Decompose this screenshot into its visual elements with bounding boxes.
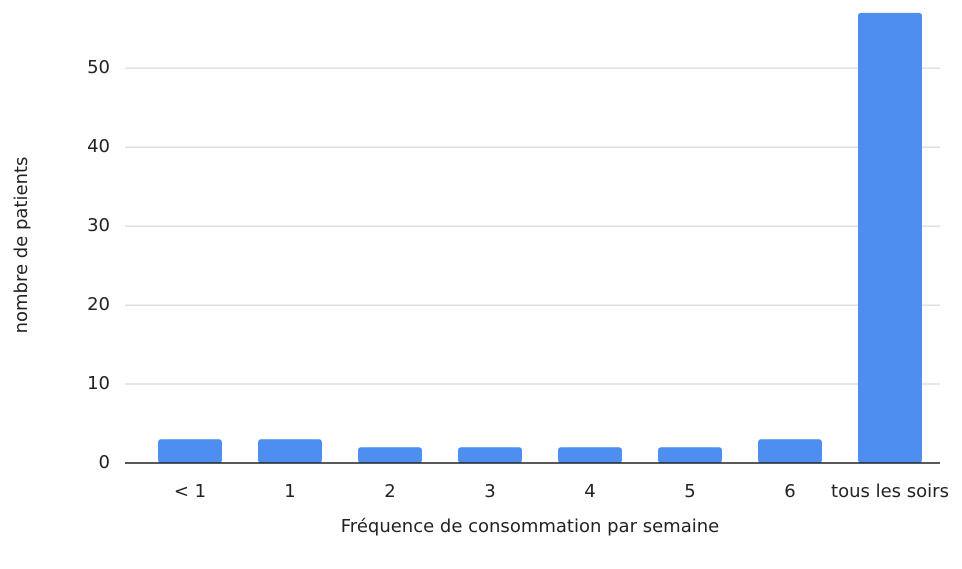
bar <box>758 439 822 463</box>
y-tick-label: 0 <box>99 452 110 473</box>
bar <box>558 447 622 463</box>
y-tick-label: 30 <box>87 215 110 236</box>
x-tick-label: 6 <box>784 481 795 502</box>
y-tick-label: 10 <box>87 373 110 394</box>
y-axis-label: nombre de patients <box>11 157 32 334</box>
x-tick-label: 5 <box>684 481 695 502</box>
bar <box>258 439 322 463</box>
x-tick-label: 3 <box>484 481 495 502</box>
x-tick-label: 4 <box>584 481 595 502</box>
y-tick-label: 50 <box>87 57 110 78</box>
y-tick-label: 20 <box>87 294 110 315</box>
y-tick-label: 40 <box>87 136 110 157</box>
bar <box>858 12 922 464</box>
bar <box>458 447 522 463</box>
x-tick-label: 2 <box>384 481 395 502</box>
x-axis-label: Fréquence de consommation par semaine <box>341 516 719 537</box>
x-tick-label: < 1 <box>174 481 206 502</box>
bar <box>358 447 422 463</box>
x-tick-label: tous les soirs <box>831 481 949 502</box>
bar <box>158 439 222 463</box>
x-tick-label: 1 <box>284 481 295 502</box>
bar <box>658 447 722 463</box>
